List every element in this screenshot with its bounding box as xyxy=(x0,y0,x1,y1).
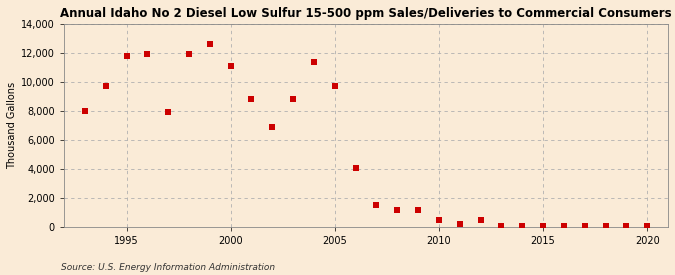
Point xyxy=(184,52,194,57)
Point xyxy=(642,224,653,229)
Point xyxy=(205,42,215,46)
Point xyxy=(80,109,90,113)
Point xyxy=(329,84,340,89)
Point xyxy=(433,218,444,222)
Point xyxy=(371,203,382,207)
Text: Source: U.S. Energy Information Administration: Source: U.S. Energy Information Administ… xyxy=(61,263,275,272)
Point xyxy=(121,54,132,58)
Point xyxy=(350,165,361,170)
Point xyxy=(517,224,528,229)
Point xyxy=(288,97,298,101)
Point xyxy=(454,222,465,226)
Point xyxy=(558,223,569,228)
Point xyxy=(308,59,319,64)
Point xyxy=(538,224,549,229)
Title: Annual Idaho No 2 Diesel Low Sulfur 15-500 ppm Sales/Deliveries to Commercial Co: Annual Idaho No 2 Diesel Low Sulfur 15-5… xyxy=(60,7,672,20)
Point xyxy=(496,223,507,228)
Point xyxy=(267,125,277,129)
Point xyxy=(101,84,111,89)
Point xyxy=(412,207,423,212)
Point xyxy=(621,224,632,229)
Point xyxy=(579,224,590,229)
Point xyxy=(246,97,257,101)
Point xyxy=(142,52,153,57)
Y-axis label: Thousand Gallons: Thousand Gallons xyxy=(7,82,17,169)
Point xyxy=(475,218,486,222)
Point xyxy=(392,207,403,212)
Point xyxy=(163,110,173,115)
Point xyxy=(600,224,611,229)
Point xyxy=(225,64,236,68)
